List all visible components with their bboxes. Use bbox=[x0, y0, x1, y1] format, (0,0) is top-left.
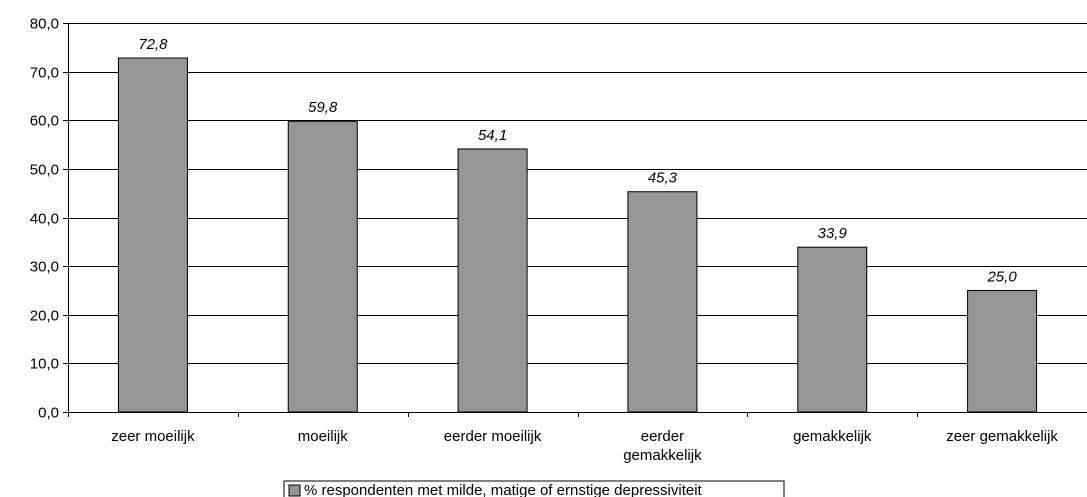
y-tick-label: 80,0 bbox=[30, 16, 59, 33]
y-tick-label: 10,0 bbox=[30, 356, 59, 373]
category-label: gemakkelijk bbox=[793, 428, 872, 445]
category-label: gemakkelijk bbox=[623, 447, 702, 464]
gridlines bbox=[68, 23, 1087, 364]
y-tick-label: 0,0 bbox=[38, 405, 59, 422]
category-label: zeer gemakkelijk bbox=[946, 428, 1058, 445]
bars bbox=[117, 57, 1038, 413]
category-label: moeilijk bbox=[298, 428, 349, 445]
category-label: zeer moeilijk bbox=[111, 428, 195, 445]
category-labels: zeer moeilijk moeilijk eerder moeilijk eerd… bbox=[111, 428, 1058, 464]
category-label: eerder bbox=[641, 428, 684, 445]
axes bbox=[63, 23, 1087, 417]
data-label: 33,9 bbox=[818, 225, 848, 242]
category-label: eerder moeilijk bbox=[444, 428, 542, 445]
data-label: 72,8 bbox=[138, 36, 168, 53]
y-tick-label: 60,0 bbox=[30, 113, 59, 130]
y-tick-label: 70,0 bbox=[30, 65, 59, 82]
bar bbox=[797, 246, 868, 413]
bar bbox=[627, 191, 698, 413]
bar bbox=[457, 148, 528, 413]
legend: % respondenten met milde, matige of erns… bbox=[283, 480, 785, 497]
legend-label: % respondenten met milde, matige of erns… bbox=[304, 482, 703, 497]
legend-box bbox=[283, 480, 785, 497]
y-tick-label: 50,0 bbox=[30, 162, 59, 179]
data-label: 59,8 bbox=[308, 99, 338, 116]
data-label: 45,3 bbox=[648, 170, 678, 187]
legend-swatch bbox=[288, 484, 301, 497]
bar bbox=[117, 57, 188, 413]
bar bbox=[967, 289, 1038, 413]
y-tick-label: 40,0 bbox=[30, 211, 59, 228]
data-label: 25,0 bbox=[986, 268, 1017, 285]
data-label: 54,1 bbox=[478, 127, 507, 144]
y-tick-labels: 0,0 10,0 20,0 30,0 40,0 50,0 60,0 70,0 80,0 bbox=[30, 16, 59, 422]
data-labels: 72,8 59,8 54,1 45,3 33,9 25,0 bbox=[138, 36, 1017, 285]
y-tick-label: 30,0 bbox=[30, 259, 59, 276]
bar bbox=[287, 120, 358, 413]
y-tick-label: 20,0 bbox=[30, 308, 59, 325]
